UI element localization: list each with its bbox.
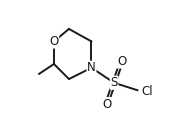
Text: O: O xyxy=(49,35,58,48)
Text: S: S xyxy=(110,76,118,89)
Text: N: N xyxy=(87,61,96,74)
Text: O: O xyxy=(117,55,126,68)
Text: O: O xyxy=(102,98,111,111)
Text: Cl: Cl xyxy=(142,85,153,98)
